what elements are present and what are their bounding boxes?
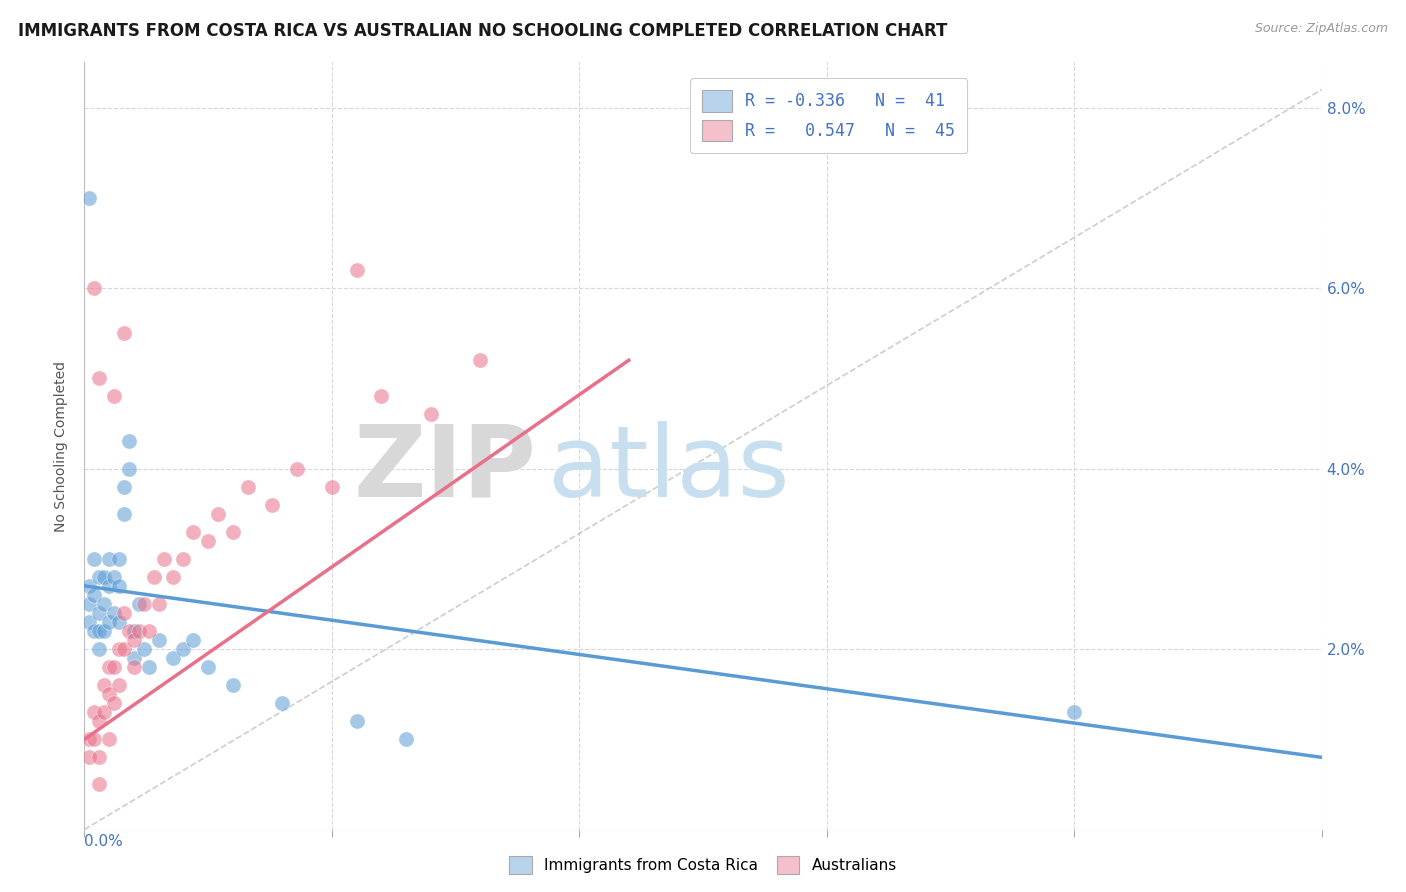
Point xyxy=(89,606,111,620)
Point xyxy=(122,660,145,674)
Point xyxy=(98,579,121,593)
Point xyxy=(148,597,170,611)
Point xyxy=(98,615,121,629)
Point xyxy=(83,705,105,719)
Point xyxy=(112,507,135,521)
Point xyxy=(118,461,141,475)
Point xyxy=(93,570,115,584)
Legend: Immigrants from Costa Rica, Australians: Immigrants from Costa Rica, Australians xyxy=(503,850,903,880)
Point xyxy=(122,624,145,638)
Point xyxy=(103,660,125,674)
Point xyxy=(79,732,101,747)
Text: Source: ZipAtlas.com: Source: ZipAtlas.com xyxy=(1254,22,1388,36)
Point xyxy=(262,498,284,512)
Point xyxy=(89,750,111,764)
Point xyxy=(222,524,245,539)
Point xyxy=(89,371,111,385)
Text: ZIP: ZIP xyxy=(353,420,536,517)
Point xyxy=(83,281,105,295)
Point xyxy=(98,687,121,701)
Point xyxy=(89,642,111,657)
Point xyxy=(118,624,141,638)
Point xyxy=(112,480,135,494)
Y-axis label: No Schooling Completed: No Schooling Completed xyxy=(55,360,69,532)
Point xyxy=(197,660,219,674)
Point xyxy=(112,642,135,657)
Point xyxy=(79,615,101,629)
Point xyxy=(197,533,219,548)
Point xyxy=(98,551,121,566)
Point xyxy=(148,633,170,648)
Point xyxy=(83,588,105,602)
Point xyxy=(79,750,101,764)
Point xyxy=(108,678,131,692)
Point xyxy=(152,551,174,566)
Legend: R = -0.336   N =  41, R =   0.547   N =  45: R = -0.336 N = 41, R = 0.547 N = 45 xyxy=(690,78,967,153)
Point xyxy=(122,651,145,665)
Point xyxy=(122,633,145,648)
Point xyxy=(370,389,392,403)
Point xyxy=(108,579,131,593)
Point xyxy=(103,696,125,710)
Point xyxy=(89,714,111,729)
Text: IMMIGRANTS FROM COSTA RICA VS AUSTRALIAN NO SCHOOLING COMPLETED CORRELATION CHAR: IMMIGRANTS FROM COSTA RICA VS AUSTRALIAN… xyxy=(18,22,948,40)
Point xyxy=(79,579,101,593)
Point xyxy=(89,624,111,638)
Point xyxy=(108,551,131,566)
Point xyxy=(79,191,101,205)
Point xyxy=(112,606,135,620)
Point xyxy=(346,714,368,729)
Point xyxy=(93,705,115,719)
Point xyxy=(108,615,131,629)
Point xyxy=(98,660,121,674)
Point xyxy=(419,408,441,422)
Point xyxy=(93,624,115,638)
Point xyxy=(118,434,141,449)
Point xyxy=(138,624,160,638)
Point xyxy=(138,660,160,674)
Point xyxy=(470,353,492,368)
Point xyxy=(98,732,121,747)
Point xyxy=(93,597,115,611)
Point xyxy=(83,732,105,747)
Point xyxy=(128,597,150,611)
Point xyxy=(112,326,135,341)
Point xyxy=(79,597,101,611)
Point xyxy=(162,570,184,584)
Point xyxy=(128,624,150,638)
Point xyxy=(162,651,184,665)
Point xyxy=(142,570,165,584)
Point xyxy=(1063,705,1085,719)
Point xyxy=(93,678,115,692)
Point xyxy=(222,678,245,692)
Point xyxy=(103,606,125,620)
Text: 0.0%: 0.0% xyxy=(84,834,124,849)
Point xyxy=(271,696,294,710)
Point xyxy=(285,461,308,475)
Point xyxy=(321,480,343,494)
Point xyxy=(108,642,131,657)
Point xyxy=(346,263,368,277)
Point xyxy=(83,624,105,638)
Text: atlas: atlas xyxy=(548,420,790,517)
Point xyxy=(89,777,111,791)
Point xyxy=(172,551,194,566)
Point xyxy=(132,597,155,611)
Point xyxy=(395,732,418,747)
Point xyxy=(172,642,194,657)
Point xyxy=(89,570,111,584)
Point xyxy=(103,389,125,403)
Point xyxy=(103,570,125,584)
Point xyxy=(132,642,155,657)
Point xyxy=(83,551,105,566)
Point xyxy=(207,507,229,521)
Point xyxy=(181,524,204,539)
Point xyxy=(181,633,204,648)
Point xyxy=(236,480,259,494)
